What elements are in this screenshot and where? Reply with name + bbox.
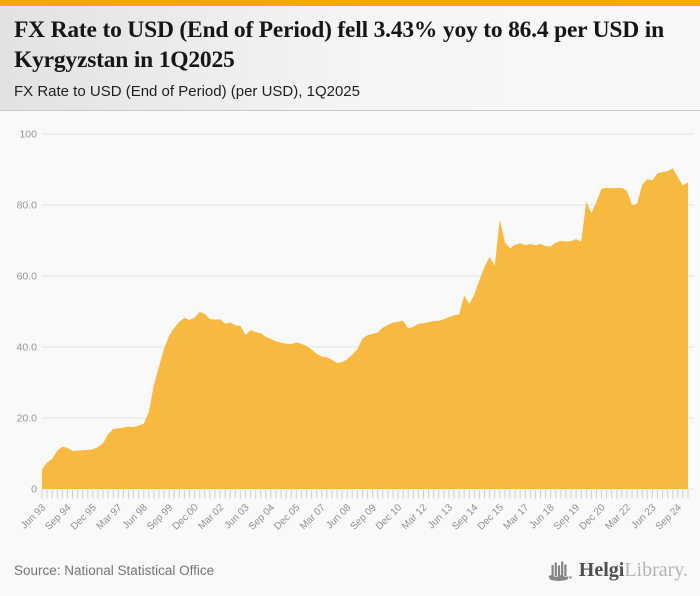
library-building-icon — [548, 561, 572, 581]
x-axis-label: Mar 12 — [400, 502, 430, 532]
x-axis-label: Jun 18 — [528, 502, 557, 531]
x-axis-label: Jun 13 — [426, 502, 455, 531]
x-axis-label: Mar 17 — [502, 502, 532, 532]
x-axis-label: Jun 23 — [630, 502, 659, 531]
y-axis-label: 40.0 — [17, 342, 38, 354]
source-text: Source: National Statistical Office — [14, 563, 215, 578]
header: FX Rate to USD (End of Period) fell 3.43… — [0, 6, 700, 111]
x-axis-label: Mar 07 — [298, 502, 328, 532]
y-axis-label: 80.0 — [17, 200, 38, 212]
x-axis-label: Dec 95 — [69, 502, 99, 532]
x-axis-label: Dec 10 — [374, 502, 404, 532]
x-axis-label: Mar 97 — [95, 502, 125, 532]
helgi-library-logo[interactable]: HelgiLibrary. — [547, 559, 688, 583]
top-accent-bar — [0, 0, 700, 6]
brand-name-bold: Helgi — [578, 559, 625, 581]
x-axis-label: Dec 05 — [272, 502, 302, 532]
y-axis-label: 60.0 — [17, 271, 38, 283]
x-axis-label: Sep 09 — [349, 502, 379, 532]
footer: Source: National Statistical Office Helg… — [0, 545, 700, 596]
brand-name-light: Library. — [624, 559, 688, 581]
x-axis-label: Dec 20 — [577, 502, 607, 532]
page-subtitle: FX Rate to USD (End of Period) (per USD)… — [14, 82, 360, 100]
x-axis-label: Jun 93 — [19, 502, 48, 531]
x-axis-label: Sep 19 — [552, 502, 582, 532]
y-axis-label: 20.0 — [17, 413, 38, 425]
x-axis-label: Mar 22 — [603, 502, 633, 532]
page-title: FX Rate to USD (End of Period) fell 3.43… — [14, 17, 664, 73]
x-axis-label: Sep 24 — [654, 502, 684, 532]
x-axis-label: Sep 94 — [43, 502, 73, 532]
y-axis-label: 100 — [19, 129, 37, 141]
x-axis-label: Sep 04 — [247, 502, 277, 532]
x-axis-label: Jun 08 — [324, 502, 353, 531]
x-axis-label: Sep 99 — [145, 502, 175, 532]
x-axis-label: Jun 03 — [223, 502, 252, 531]
x-axis-label: Mar 02 — [196, 502, 226, 532]
x-axis-label: Dec 00 — [171, 502, 201, 532]
x-axis-label: Jun 98 — [121, 502, 150, 531]
fx-rate-area-series — [42, 168, 688, 489]
chart-area: 0 20.0 40.0 60.0 80.0 100 Jun 93 Sep 94 Dec 95 Ma… — [0, 111, 700, 544]
x-axis-label: Dec 15 — [476, 502, 506, 532]
x-axis-label: Sep 14 — [450, 502, 480, 532]
brand-name: HelgiLibrary. — [579, 559, 688, 582]
y-axis-label: 0 — [31, 484, 37, 496]
